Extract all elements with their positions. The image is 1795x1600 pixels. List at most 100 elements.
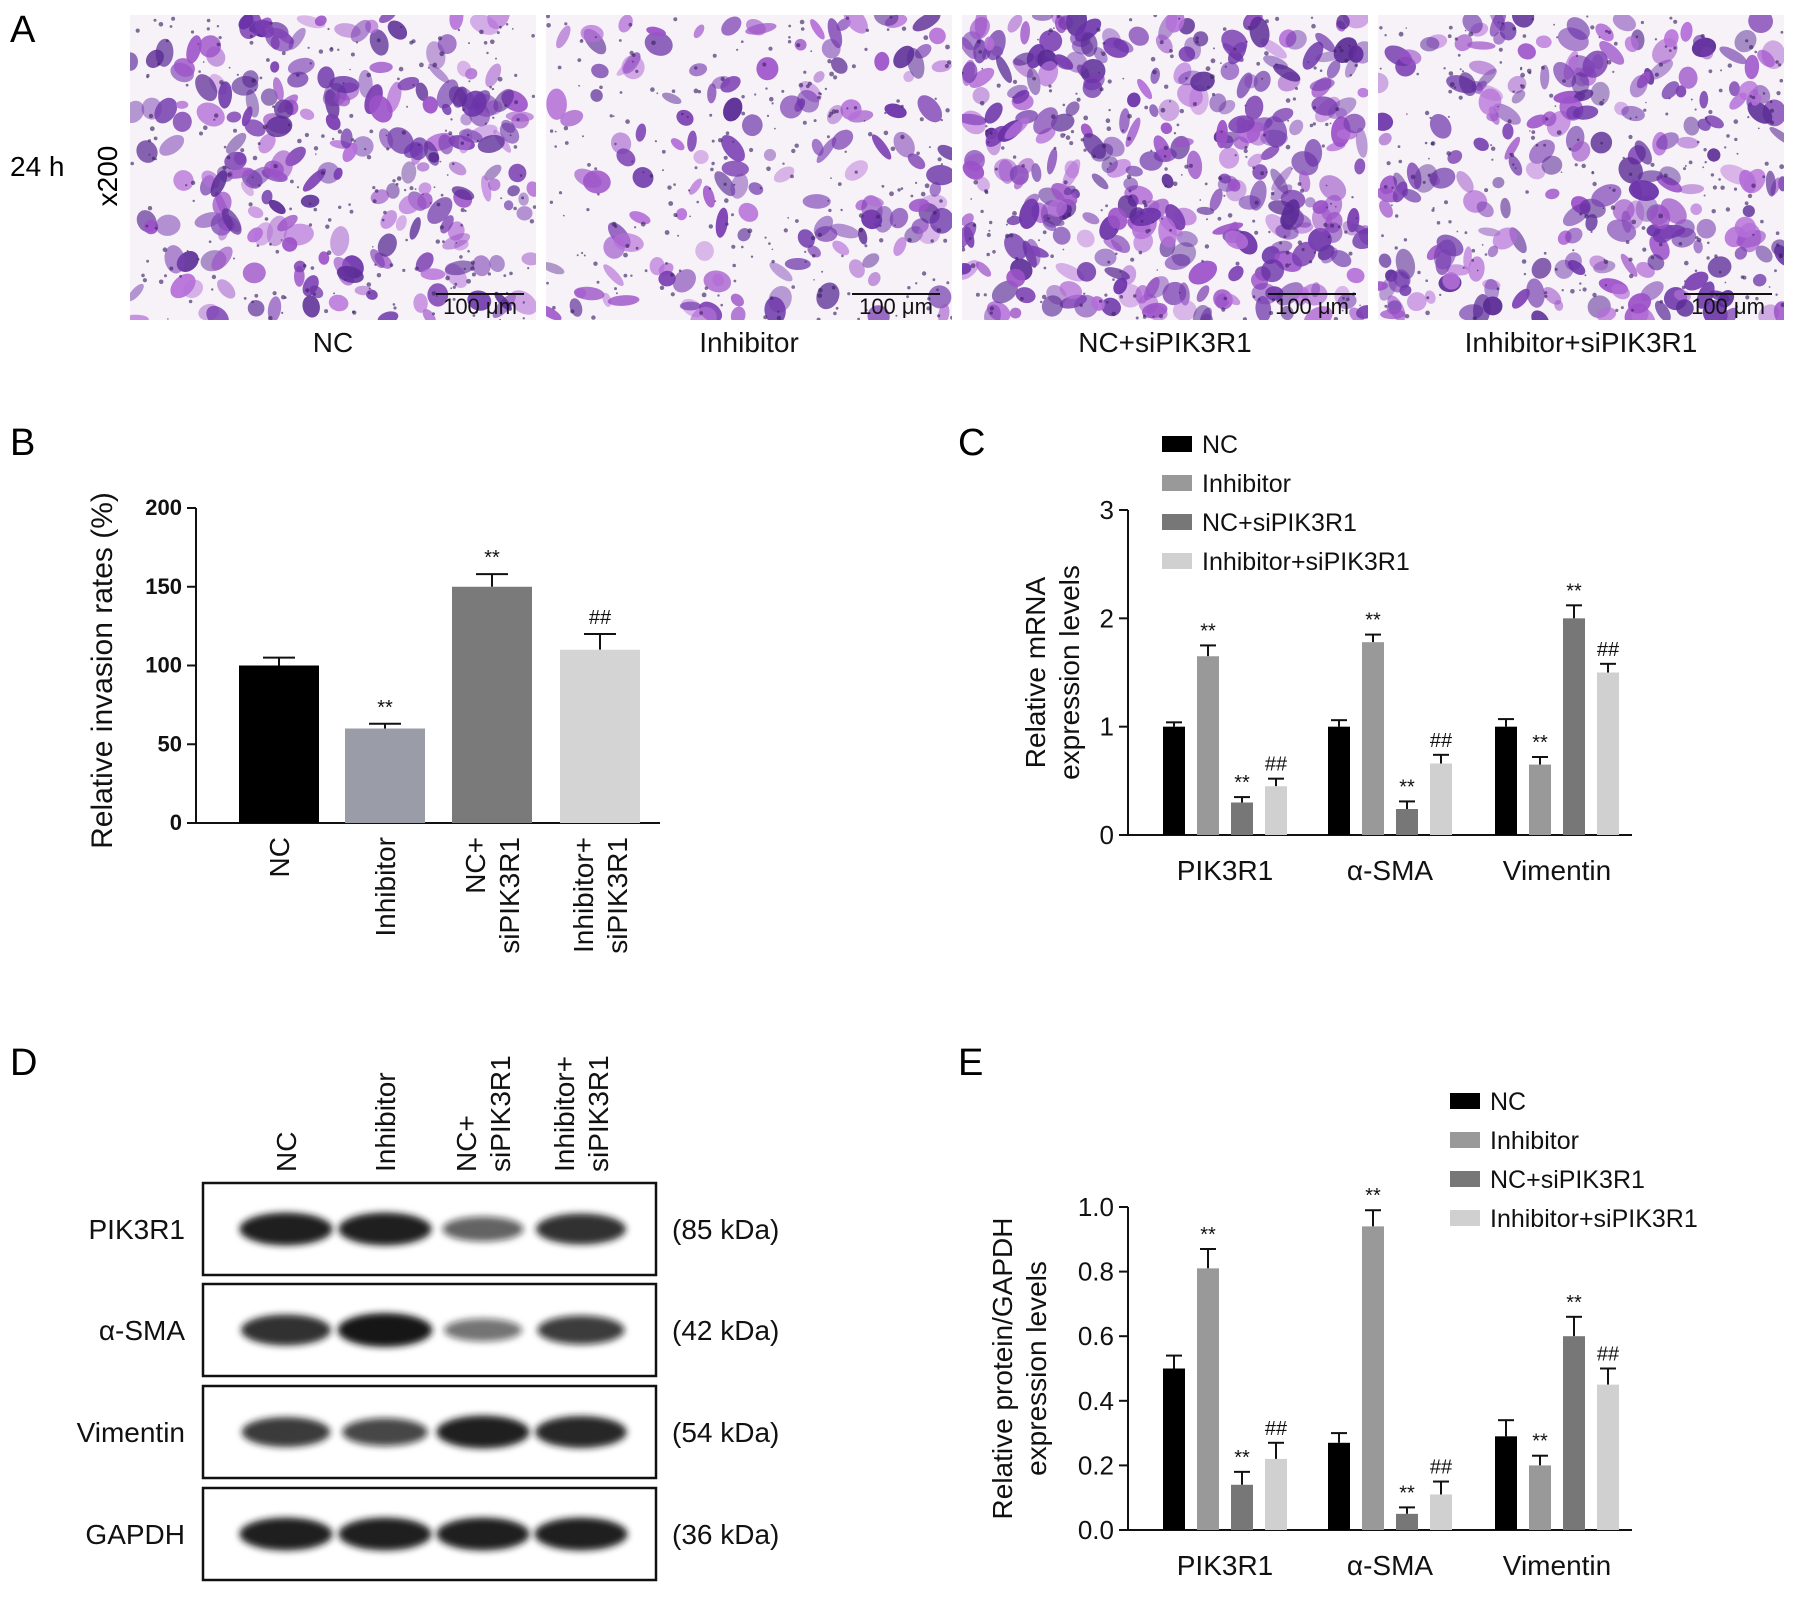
stained-cell [330, 226, 350, 257]
membrane-pore [577, 58, 582, 62]
stained-cell [1676, 136, 1699, 149]
membrane-pore [883, 130, 889, 136]
membrane-pore [1050, 254, 1054, 258]
membrane-pore [1778, 254, 1783, 259]
stained-cell [130, 100, 145, 124]
membrane-pore [1041, 294, 1047, 300]
membrane-pore [1152, 315, 1155, 318]
bar [1396, 1513, 1418, 1530]
significance-label: ** [1365, 610, 1381, 632]
legend-label: NC+siPIK3R1 [1202, 509, 1357, 537]
membrane-pore [701, 292, 707, 298]
membrane-pore [712, 53, 717, 58]
stained-cell [590, 89, 603, 102]
stained-cell [1473, 137, 1489, 151]
stained-cell [802, 194, 831, 209]
membrane-pore [213, 118, 216, 121]
bar [345, 728, 425, 823]
membrane-pore [414, 188, 417, 191]
y-tick-label: 0.4 [1078, 1386, 1114, 1416]
membrane-pore [211, 274, 217, 280]
stained-cell [444, 260, 475, 276]
membrane-pore [1615, 308, 1619, 312]
membrane-pore [944, 63, 950, 69]
membrane-pore [442, 240, 445, 244]
stained-cell [867, 305, 890, 320]
stained-cell [1165, 15, 1185, 33]
stained-cell [1024, 193, 1040, 208]
membrane-pore [611, 221, 617, 227]
membrane-pore [1703, 194, 1706, 197]
stained-cell [1442, 272, 1461, 290]
membrane-pore [1776, 91, 1781, 96]
membrane-pore [1164, 84, 1169, 89]
bar [1163, 1368, 1185, 1530]
stained-cell [1007, 15, 1023, 33]
stained-cell [965, 153, 985, 166]
stained-cell [370, 248, 385, 269]
membrane-pore [1107, 79, 1112, 84]
stained-cell [738, 202, 759, 222]
membrane-pore [546, 281, 549, 285]
membrane-pore [366, 72, 372, 78]
membrane-pore [1311, 23, 1316, 29]
membrane-pore [731, 244, 736, 249]
stained-cell [607, 295, 640, 306]
stained-cell [907, 153, 926, 170]
stained-cell [198, 35, 222, 58]
membrane-pore [1005, 233, 1010, 239]
stained-cell [1352, 41, 1368, 64]
membrane-pore [386, 147, 390, 151]
stained-cell [442, 233, 471, 250]
membrane-pore [146, 73, 150, 78]
membrane-pore [1348, 251, 1353, 256]
membrane-pore [284, 296, 287, 299]
membrane-pore [799, 19, 805, 25]
stained-cell [415, 82, 429, 102]
stained-cell [1337, 293, 1357, 310]
panel-d: D NC Inhibitor NC+ siPIK3R1 Inhibitor+ siPIK3… [10, 1042, 779, 1582]
stained-cell [242, 70, 259, 88]
bar [560, 649, 640, 823]
stained-cell [1146, 276, 1169, 299]
membrane-pore [1775, 231, 1780, 235]
membrane-pore [1643, 108, 1647, 112]
membrane-pore [422, 193, 424, 196]
membrane-pore [1210, 58, 1216, 64]
stained-cell [489, 255, 505, 272]
stained-cell [1172, 299, 1197, 320]
membrane-pore [511, 28, 514, 30]
membrane-pore [664, 230, 670, 235]
membrane-pore [1160, 107, 1166, 113]
membrane-pore [491, 87, 495, 91]
membrane-pore [771, 102, 774, 105]
stained-cell [1165, 204, 1186, 231]
membrane-pore [352, 310, 355, 314]
stained-cell [1031, 163, 1042, 183]
membrane-pore [945, 44, 950, 50]
stained-cell [416, 162, 430, 172]
membrane-pore [1592, 181, 1597, 187]
membrane-pore [227, 172, 232, 177]
membrane-pore [1697, 237, 1702, 243]
membrane-pore [1471, 248, 1476, 253]
stained-cell [730, 173, 749, 199]
stained-cell [1107, 207, 1128, 230]
protein-label: PIK3R1 [89, 1214, 186, 1245]
membrane-pore [677, 234, 680, 237]
stained-cell [546, 88, 567, 120]
bar [1495, 726, 1517, 835]
stained-cell [1531, 257, 1552, 279]
membrane-pore [1541, 65, 1545, 70]
membrane-pore [665, 262, 668, 265]
stained-cell [1634, 140, 1652, 165]
membrane-pore [1325, 184, 1328, 187]
membrane-pore [1751, 95, 1756, 100]
membrane-pore [206, 27, 210, 31]
stained-cell [644, 31, 673, 56]
membrane-pore [1760, 219, 1764, 224]
membrane-pore [656, 92, 659, 95]
membrane-pore [1696, 140, 1700, 144]
membrane-pore [376, 38, 381, 43]
membrane-pore [218, 36, 222, 40]
